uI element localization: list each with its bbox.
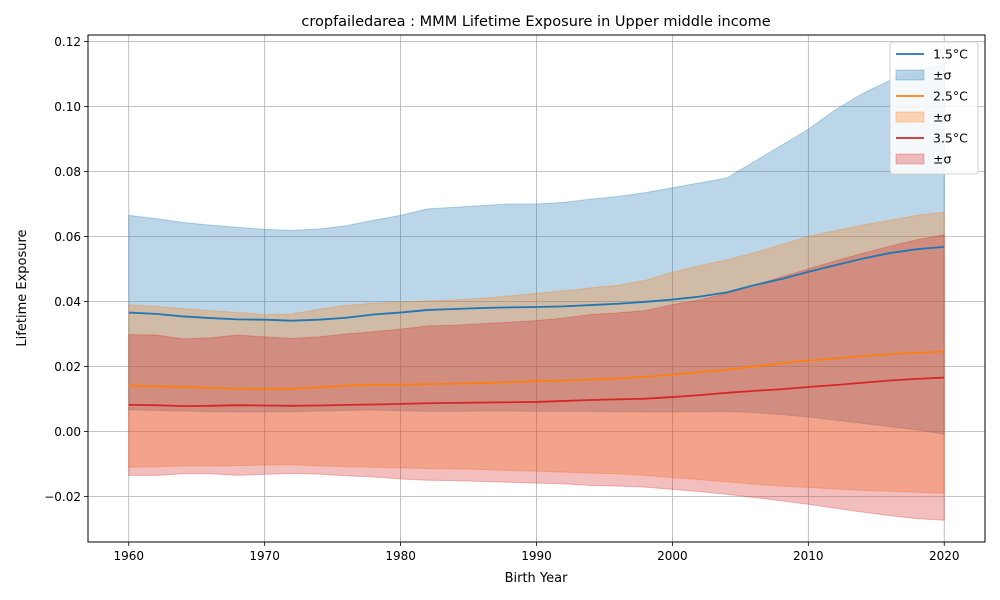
x-tick-label: 2010 (793, 549, 824, 563)
x-tick-label: 1980 (385, 549, 416, 563)
sigma-band (128, 211, 945, 494)
band-layer (128, 63, 945, 521)
legend-label: ±σ (933, 152, 951, 167)
sigma-band (128, 63, 945, 435)
tick-layer: 1960 1970 1980 1990 2000 2010 2020 −0.02 0.00 0.0… (44, 35, 959, 563)
y-tick-label: 0.12 (54, 35, 81, 49)
x-axis-label: Birth Year (505, 571, 569, 586)
y-tick-label: 0.10 (54, 100, 81, 114)
legend-label: 1.5°C (933, 47, 968, 62)
series-line (128, 350, 945, 391)
y-tick-label: 0.02 (54, 360, 81, 374)
series-line (128, 246, 945, 322)
y-axis-label: Lifetime Exposure (15, 229, 30, 346)
y-tick-label: 0.04 (54, 295, 81, 309)
legend-box (889, 41, 979, 175)
grid-layer (88, 35, 985, 542)
x-tick-label: 1970 (249, 549, 280, 563)
legend-band-swatch (895, 111, 925, 123)
x-tick-label: 1960 (113, 549, 144, 563)
legend-label: 2.5°C (933, 89, 968, 104)
x-tick-label: 2000 (657, 549, 688, 563)
legend-label: ±σ (933, 68, 951, 83)
line-layer (128, 246, 945, 408)
x-tick-label: 1990 (521, 549, 552, 563)
y-tick-label: 0.00 (54, 425, 81, 439)
legend-band-swatch (895, 69, 925, 81)
y-tick-label: 0.08 (54, 165, 81, 179)
y-tick-label: 0.06 (54, 230, 81, 244)
chart-title: cropfailedarea : MMM Lifetime Exposure i… (301, 14, 770, 30)
legend-band-swatch (895, 153, 925, 165)
x-tick-label: 2020 (929, 549, 960, 563)
sigma-band (128, 234, 945, 521)
legend: 1.5°C ±σ 2.5°C ±σ 3.5°C ±σ (889, 41, 979, 175)
legend-label: 3.5°C (933, 131, 968, 146)
legend-label: ±σ (933, 110, 951, 125)
series-line (128, 376, 945, 408)
y-tick-label: −0.02 (44, 490, 81, 504)
